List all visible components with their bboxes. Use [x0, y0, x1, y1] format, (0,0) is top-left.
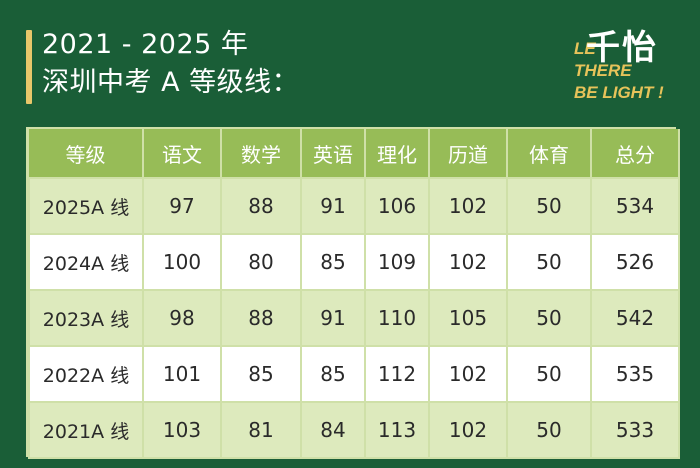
cell-english: 84 [300, 401, 366, 459]
cell-history-politics: 102 [428, 233, 508, 291]
cell-chinese: 101 [142, 345, 222, 403]
table-header-row: 等级 语文 数学 英语 理化 历道 体育 总分 [29, 129, 680, 178]
table-row: 2025A 线 97 88 91 106 102 50 534 [28, 177, 680, 235]
cell-math: 81 [220, 401, 302, 459]
logo-en-line-3: BE LIGHT ! [574, 83, 664, 102]
cell-science: 109 [364, 233, 430, 291]
brand-logo: LE THERE BE LIGHT ! 千怡 [574, 22, 684, 104]
title-line-2: 深圳中考 A 等级线： [42, 67, 300, 98]
header-total: 总分 [591, 129, 680, 178]
cell-math: 88 [220, 177, 302, 235]
cell-total: 535 [590, 345, 680, 403]
table-row: 2024A 线 100 80 85 109 102 50 526 [28, 233, 680, 291]
cell-history-politics: 102 [428, 401, 508, 459]
cell-science: 112 [364, 345, 430, 403]
cell-history-politics: 102 [428, 345, 508, 403]
cell-science: 106 [364, 177, 430, 235]
cell-grade: 2025A 线 [28, 177, 144, 235]
cell-pe: 50 [506, 233, 592, 291]
cell-science: 110 [364, 289, 430, 347]
header-grade: 等级 [29, 129, 144, 178]
cell-total: 533 [590, 401, 680, 459]
header-chinese: 语文 [143, 129, 222, 178]
grade-table-container: 等级 语文 数学 英语 理化 历道 体育 总分 2025A 线 97 88 91… [26, 127, 680, 459]
cell-grade: 2023A 线 [28, 289, 144, 347]
cell-chinese: 103 [142, 401, 222, 459]
table-row: 2022A 线 101 85 85 112 102 50 535 [28, 345, 680, 403]
cell-grade: 2024A 线 [28, 233, 144, 291]
cell-total: 526 [590, 233, 680, 291]
cell-math: 88 [220, 289, 302, 347]
cell-math: 85 [220, 345, 302, 403]
cell-grade: 2022A 线 [28, 345, 144, 403]
cell-total: 534 [590, 177, 680, 235]
logo-cn: 千怡 [586, 28, 658, 68]
cell-grade: 2021A 线 [28, 401, 144, 459]
table-row: 2021A 线 103 81 84 113 102 50 533 [28, 401, 680, 459]
cell-english: 91 [300, 177, 366, 235]
logo-en-line-1: LE [574, 39, 596, 58]
cell-english: 85 [300, 345, 366, 403]
header-pe: 体育 [507, 129, 592, 178]
cell-chinese: 97 [142, 177, 222, 235]
cell-pe: 50 [506, 177, 592, 235]
header-science: 理化 [365, 129, 430, 178]
header-english: 英语 [301, 129, 366, 178]
cell-pe: 50 [506, 401, 592, 459]
cell-english: 85 [300, 233, 366, 291]
page-title: 2021 - 2025 年 深圳中考 A 等级线： [42, 26, 299, 102]
cell-history-politics: 105 [428, 289, 508, 347]
cell-science: 113 [364, 401, 430, 459]
cell-pe: 50 [506, 345, 592, 403]
cell-math: 80 [220, 233, 302, 291]
cell-pe: 50 [506, 289, 592, 347]
logo-en-line-2: THERE [574, 61, 632, 80]
title-accent-bar [26, 30, 32, 104]
header-history-politics: 历道 [429, 129, 508, 178]
table-row: 2023A 线 98 88 91 110 105 50 542 [28, 289, 680, 347]
header-math: 数学 [221, 129, 302, 178]
cell-chinese: 100 [142, 233, 222, 291]
cell-english: 91 [300, 289, 366, 347]
grade-table: 等级 语文 数学 英语 理化 历道 体育 总分 2025A 线 97 88 91… [28, 129, 680, 459]
cell-history-politics: 102 [428, 177, 508, 235]
cell-total: 542 [590, 289, 680, 347]
title-line-1: 2021 - 2025 年 [42, 29, 249, 60]
cell-chinese: 98 [142, 289, 222, 347]
